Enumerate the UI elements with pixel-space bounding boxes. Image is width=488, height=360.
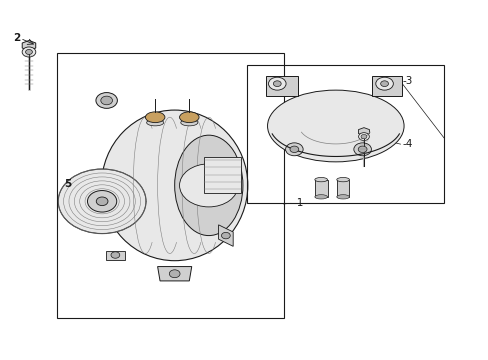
- Ellipse shape: [336, 195, 349, 199]
- Text: 2: 2: [13, 33, 20, 43]
- Circle shape: [87, 190, 117, 212]
- Circle shape: [111, 252, 120, 258]
- Bar: [203, 157, 240, 193]
- Text: -3: -3: [402, 76, 412, 86]
- Circle shape: [273, 81, 281, 86]
- Circle shape: [380, 81, 387, 86]
- Circle shape: [221, 232, 230, 239]
- Ellipse shape: [314, 177, 327, 182]
- Circle shape: [25, 49, 32, 54]
- Circle shape: [179, 164, 238, 207]
- Circle shape: [285, 143, 303, 156]
- Bar: [372, 76, 401, 95]
- Ellipse shape: [181, 120, 198, 126]
- Circle shape: [101, 96, 112, 105]
- Bar: [336, 180, 349, 197]
- Circle shape: [375, 77, 392, 90]
- Ellipse shape: [336, 177, 349, 182]
- Ellipse shape: [314, 195, 327, 199]
- Polygon shape: [157, 266, 191, 281]
- Circle shape: [96, 93, 117, 108]
- Polygon shape: [105, 251, 125, 260]
- Ellipse shape: [267, 90, 403, 162]
- Circle shape: [96, 197, 108, 206]
- Circle shape: [22, 47, 36, 57]
- Circle shape: [353, 143, 371, 156]
- Bar: [57, 53, 283, 318]
- Bar: [265, 76, 297, 95]
- Circle shape: [360, 134, 366, 139]
- Circle shape: [289, 146, 298, 153]
- Text: -4: -4: [402, 139, 412, 149]
- Circle shape: [268, 77, 285, 90]
- Polygon shape: [358, 128, 369, 135]
- Polygon shape: [22, 41, 36, 50]
- Ellipse shape: [179, 112, 199, 123]
- Circle shape: [358, 133, 368, 140]
- Bar: [314, 180, 327, 197]
- Bar: [246, 65, 444, 203]
- Circle shape: [58, 169, 146, 234]
- Ellipse shape: [102, 110, 247, 261]
- Circle shape: [169, 270, 180, 278]
- Ellipse shape: [145, 112, 164, 123]
- Ellipse shape: [174, 135, 243, 235]
- Ellipse shape: [146, 120, 163, 126]
- Text: -1: -1: [293, 198, 303, 208]
- Polygon shape: [218, 225, 233, 246]
- Text: 5: 5: [64, 179, 71, 189]
- Circle shape: [358, 146, 366, 153]
